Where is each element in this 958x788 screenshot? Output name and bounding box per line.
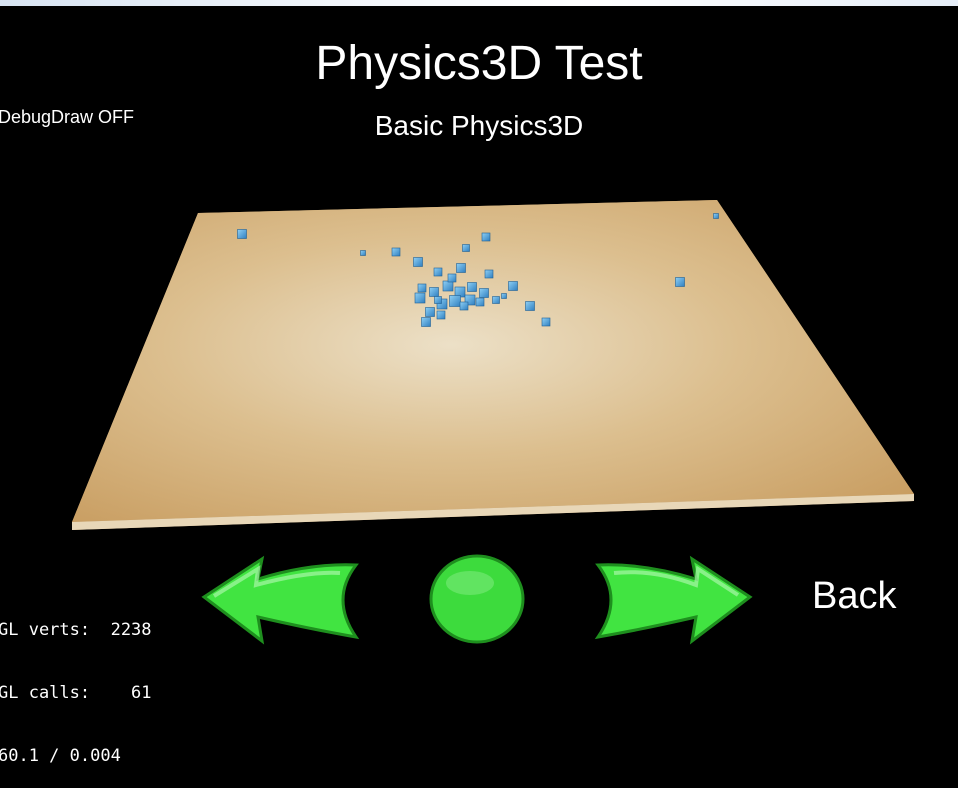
physics-box — [425, 307, 435, 317]
page-title: Physics3D Test — [315, 37, 643, 90]
physics-box — [479, 288, 489, 298]
gl-verts-stat: GL verts: 2238 — [0, 620, 152, 640]
physics-box — [475, 297, 485, 307]
physics-box — [501, 293, 507, 299]
physics-box — [417, 283, 427, 293]
physics-boxes — [237, 213, 719, 327]
physics-box — [413, 257, 423, 267]
back-button[interactable]: Back — [812, 575, 897, 617]
physics-box — [447, 273, 457, 283]
fps-stat: 60.1 / 0.004 — [0, 746, 121, 766]
physics-box — [434, 296, 442, 304]
physics-box — [484, 269, 494, 279]
right-arrow-icon — [594, 555, 753, 645]
physics-box — [449, 295, 461, 307]
debug-draw-toggle[interactable]: DebugDraw OFF — [0, 107, 135, 127]
physics-box — [525, 301, 535, 311]
physics-box — [467, 282, 477, 292]
ground-plane — [72, 200, 914, 530]
left-arrow-icon — [201, 555, 360, 645]
window-top-border — [0, 0, 958, 6]
physics-box — [492, 296, 500, 304]
physics-box — [462, 244, 470, 252]
physics-box — [459, 301, 469, 311]
physics-box — [360, 250, 366, 256]
physics-box — [436, 298, 448, 310]
gl-calls-stat: GL calls: 61 — [0, 683, 152, 703]
physics-box — [541, 317, 551, 327]
next-button[interactable] — [594, 555, 754, 645]
gl-stats: GL verts: 2238 GL calls: 61 60.1 / 0.004 — [0, 578, 152, 788]
physics-scene — [72, 200, 914, 530]
page-subtitle: Basic Physics3D — [374, 110, 584, 141]
physics-box — [675, 277, 685, 287]
physics-box — [433, 267, 443, 277]
physics-box — [508, 281, 518, 291]
physics-box — [414, 292, 426, 304]
restart-button[interactable] — [428, 553, 526, 645]
physics-box — [436, 310, 446, 320]
prev-button[interactable] — [200, 555, 360, 645]
physics-box — [481, 232, 491, 242]
physics-box — [713, 213, 719, 219]
physics-box — [429, 287, 439, 297]
physics-box — [391, 247, 401, 257]
physics-box — [456, 263, 466, 273]
physics-box — [237, 229, 247, 239]
physics-box — [442, 280, 454, 292]
circle-icon — [429, 554, 525, 644]
physics-box — [421, 317, 431, 327]
physics-box — [464, 294, 476, 306]
